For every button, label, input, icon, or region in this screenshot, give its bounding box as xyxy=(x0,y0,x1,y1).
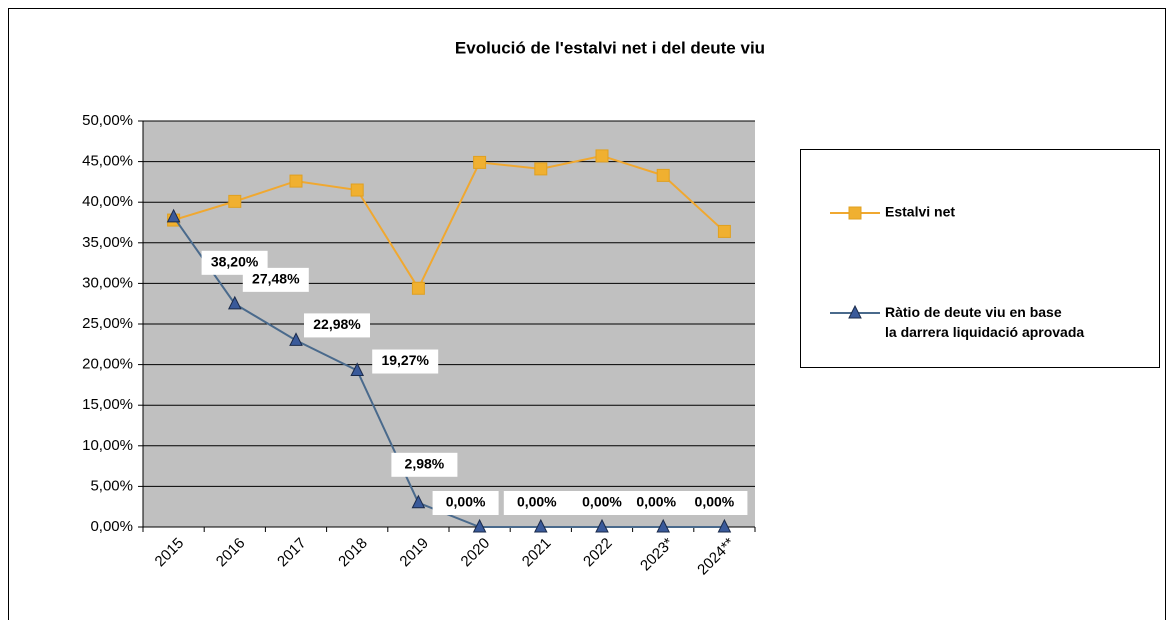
marker xyxy=(227,295,242,310)
marker xyxy=(350,183,364,197)
y-tick-label: 45,00% xyxy=(82,153,133,170)
data-label: 0,00% xyxy=(636,494,676,510)
legend xyxy=(800,149,1160,368)
marker xyxy=(166,208,181,223)
data-label-box xyxy=(623,491,690,515)
legend-label: Estalvi net xyxy=(885,204,955,220)
marker xyxy=(595,518,609,533)
y-tick-label: 30,00% xyxy=(82,274,133,291)
data-label: 19,27% xyxy=(381,352,429,368)
data-label-box xyxy=(681,491,748,515)
marker xyxy=(717,224,731,238)
marker xyxy=(534,162,548,176)
data-label-box xyxy=(503,491,570,515)
marker xyxy=(533,518,548,533)
series-line xyxy=(173,154,726,291)
data-label-box xyxy=(304,313,370,338)
y-tick-label: 50,00% xyxy=(82,112,133,129)
marker xyxy=(411,494,426,509)
marker xyxy=(595,149,609,163)
data-label: 0,00% xyxy=(517,494,557,510)
data-label: 0,00% xyxy=(582,494,622,510)
marker xyxy=(656,168,670,182)
marker xyxy=(473,155,487,169)
chart-title: Evolució de l'estalvi net i del deute vi… xyxy=(455,38,765,57)
y-tick-label: 15,00% xyxy=(82,396,133,413)
y-tick-label: 20,00% xyxy=(82,356,133,373)
marker xyxy=(472,518,487,533)
marker xyxy=(289,174,303,188)
data-label: 27,48% xyxy=(252,271,300,287)
data-label: 2,98% xyxy=(405,456,445,472)
marker xyxy=(848,304,862,319)
y-tick-label: 0,00% xyxy=(90,518,133,535)
data-label: 0,00% xyxy=(695,494,735,510)
marker xyxy=(656,518,671,533)
data-label-box xyxy=(432,491,499,515)
marker xyxy=(717,518,732,533)
data-label: 38,20% xyxy=(211,254,259,270)
y-tick-label: 5,00% xyxy=(90,477,133,494)
y-tick-label: 35,00% xyxy=(82,234,133,251)
data-label: 0,00% xyxy=(446,494,486,510)
data-label-box xyxy=(242,267,309,292)
y-tick-label: 40,00% xyxy=(82,193,133,210)
legend-label: Ràtio de deute viu en base la darrera liq… xyxy=(885,304,1084,340)
marker xyxy=(848,206,862,220)
data-label-box xyxy=(372,349,439,374)
marker xyxy=(350,362,365,377)
marker xyxy=(228,194,242,208)
data-label-box xyxy=(391,452,458,477)
y-tick-label: 10,00% xyxy=(82,437,133,454)
data-label: 22,98% xyxy=(313,316,361,332)
marker xyxy=(289,332,303,346)
y-tick-label: 25,00% xyxy=(82,315,133,332)
marker xyxy=(411,281,425,295)
